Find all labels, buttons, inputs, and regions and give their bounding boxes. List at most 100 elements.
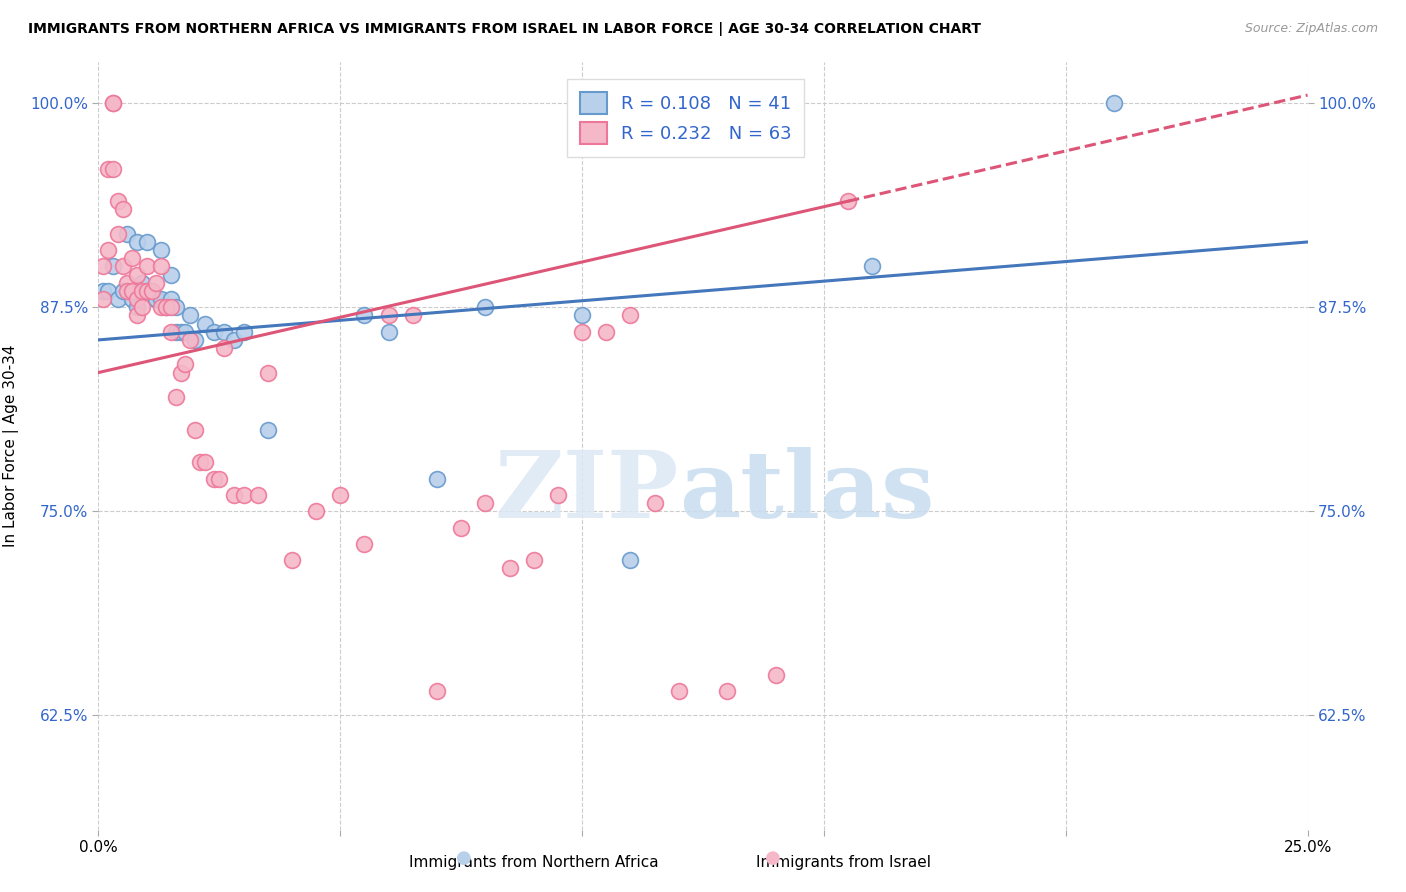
Point [101, 161, 124, 176]
Point [619, 309, 641, 323]
Point [141, 284, 163, 298]
Point [160, 300, 183, 314]
Point [184, 333, 207, 347]
Point [204, 325, 226, 339]
Point [127, 309, 149, 323]
Point [127, 300, 149, 314]
Point [107, 292, 129, 306]
Y-axis label: In Labor Force | Age 30-34: In Labor Force | Age 30-34 [3, 344, 18, 548]
Point [111, 260, 134, 274]
Point [402, 309, 425, 323]
Point [155, 300, 177, 314]
Point [160, 325, 183, 339]
Point [765, 667, 787, 681]
Point [150, 243, 173, 257]
Point [668, 683, 690, 698]
Point [101, 260, 124, 274]
Point [107, 194, 129, 209]
Point [121, 284, 143, 298]
Point [165, 300, 187, 314]
Point [353, 537, 375, 551]
Point [91, 292, 114, 306]
Point [716, 683, 738, 698]
Point [135, 235, 157, 249]
Point [160, 268, 183, 282]
Point [179, 309, 201, 323]
Point [135, 284, 157, 298]
Point [212, 341, 235, 355]
Point [547, 488, 569, 502]
Point [111, 202, 134, 217]
Point [426, 683, 449, 698]
Point [131, 284, 153, 298]
Point [194, 317, 217, 331]
Point [160, 292, 183, 306]
Point [101, 96, 124, 111]
Text: ZIP: ZIP [495, 447, 679, 537]
Point [135, 284, 157, 298]
Point [150, 292, 173, 306]
Point [474, 496, 496, 510]
Point [145, 292, 167, 306]
Point [131, 300, 153, 314]
Point [117, 284, 139, 298]
Point [204, 472, 226, 486]
Point [377, 325, 399, 339]
Point [131, 276, 153, 290]
Point [155, 300, 177, 314]
Text: ●: ● [456, 849, 472, 867]
Point [117, 227, 139, 241]
Point [150, 300, 173, 314]
Point [194, 455, 217, 469]
Point [101, 96, 124, 111]
Point [91, 260, 114, 274]
Point [91, 284, 114, 298]
Text: Immigrants from Israel: Immigrants from Israel [756, 855, 931, 870]
Point [212, 325, 235, 339]
Point [117, 276, 139, 290]
Point [121, 292, 143, 306]
Point [498, 561, 520, 575]
Point [329, 488, 352, 502]
Point [145, 292, 167, 306]
Point [860, 260, 883, 274]
Point [247, 488, 270, 502]
Point [97, 161, 120, 176]
Point [141, 284, 163, 298]
Point [644, 496, 666, 510]
Point [474, 300, 496, 314]
Point [121, 284, 143, 298]
Point [281, 553, 304, 567]
Point [571, 325, 593, 339]
Point [127, 235, 149, 249]
Point [450, 520, 472, 534]
Point [184, 423, 207, 437]
Point [97, 284, 120, 298]
Point [571, 309, 593, 323]
Point [127, 292, 149, 306]
Point [135, 260, 157, 274]
Legend: R = 0.108   N = 41, R = 0.232   N = 63: R = 0.108 N = 41, R = 0.232 N = 63 [567, 79, 804, 157]
Point [222, 333, 245, 347]
Point [111, 284, 134, 298]
Point [595, 325, 617, 339]
Point [222, 488, 245, 502]
Text: atlas: atlas [679, 447, 934, 537]
Point [256, 366, 278, 380]
Point [188, 455, 211, 469]
Text: ●: ● [765, 849, 782, 867]
Point [121, 252, 143, 266]
Point [377, 309, 399, 323]
Point [232, 488, 254, 502]
Point [145, 276, 167, 290]
Point [150, 260, 173, 274]
Point [305, 504, 328, 518]
Point [127, 268, 149, 282]
Point [97, 243, 120, 257]
Point [837, 194, 859, 209]
Text: IMMIGRANTS FROM NORTHERN AFRICA VS IMMIGRANTS FROM ISRAEL IN LABOR FORCE | AGE 3: IMMIGRANTS FROM NORTHERN AFRICA VS IMMIG… [28, 22, 981, 37]
Point [169, 325, 191, 339]
Point [256, 423, 278, 437]
Point [179, 333, 201, 347]
Point [174, 325, 197, 339]
